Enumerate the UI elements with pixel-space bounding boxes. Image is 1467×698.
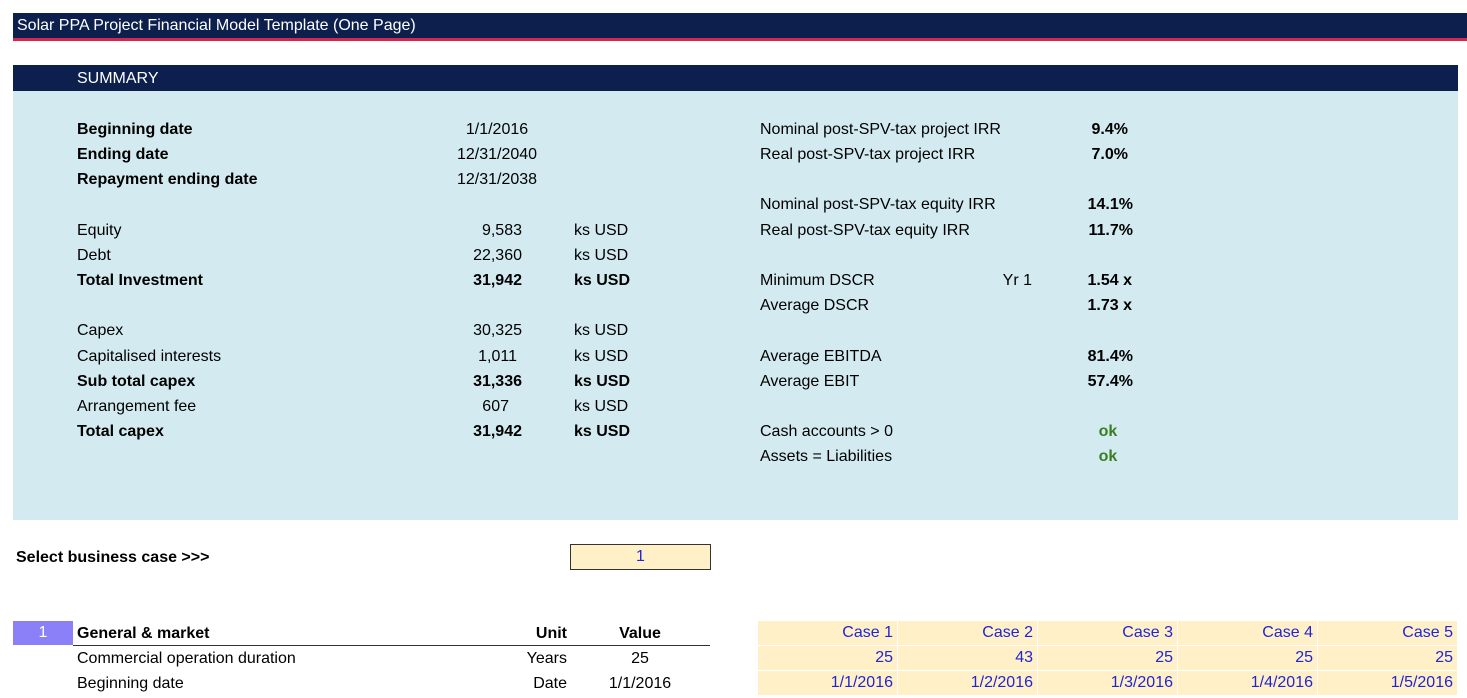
- capitalised-interests-label: Capitalised interests: [77, 348, 222, 365]
- arrangement-fee-unit: ks USD: [574, 398, 629, 415]
- unit-column-header: Unit: [535, 625, 567, 642]
- business-case-input[interactable]: 1: [570, 544, 711, 570]
- case-2-header[interactable]: Case 2: [898, 621, 1037, 645]
- equity-label: Equity: [77, 222, 122, 239]
- ending-date-label: Ending date: [77, 146, 169, 163]
- section-title: General & market: [77, 625, 210, 642]
- total-capex-label: Total capex: [77, 423, 164, 440]
- commercial-operation-duration-value[interactable]: 25: [631, 650, 649, 667]
- debt-value[interactable]: 22,360: [473, 247, 522, 264]
- average-dscr-value[interactable]: 1.73 x: [1087, 297, 1132, 314]
- equity-unit: ks USD: [574, 222, 629, 239]
- case-2-beginning-date[interactable]: 1/2/2016: [898, 671, 1037, 695]
- sub-total-capex-value[interactable]: 31,336: [473, 373, 522, 390]
- debt-unit: ks USD: [574, 247, 629, 264]
- debt-label: Debt: [77, 247, 111, 264]
- nominal-project-irr-value[interactable]: 9.4%: [1091, 121, 1128, 138]
- repayment-ending-date-label: Repayment ending date: [77, 171, 258, 188]
- capitalised-interests-value[interactable]: 1,011: [478, 348, 517, 365]
- total-capex-unit: ks USD: [574, 423, 631, 440]
- beginning-date-input-label: Beginning date: [77, 675, 184, 692]
- repayment-ending-date-value[interactable]: 12/31/2038: [456, 171, 538, 188]
- case-4-beginning-date[interactable]: 1/4/2016: [1178, 671, 1317, 695]
- summary-header-label: SUMMARY: [77, 70, 159, 87]
- model-title-bar: Solar PPA Project Financial Model Templa…: [13, 13, 1467, 41]
- total-investment-label: Total Investment: [77, 272, 203, 289]
- arrangement-fee-label: Arrangement fee: [77, 398, 197, 415]
- real-project-irr-label: Real post-SPV-tax project IRR: [760, 146, 976, 163]
- case-1-header[interactable]: Case 1: [758, 621, 897, 645]
- capex-label: Capex: [77, 322, 124, 339]
- nominal-equity-irr-value[interactable]: 14.1%: [1087, 196, 1133, 213]
- case-1-beginning-date[interactable]: 1/1/2016: [758, 671, 897, 695]
- beginning-date-value[interactable]: 1/1/2016: [465, 121, 529, 138]
- capitalised-interests-unit: ks USD: [574, 348, 629, 365]
- equity-value[interactable]: 9,583: [481, 222, 522, 239]
- total-investment-value[interactable]: 31,942: [473, 272, 522, 289]
- cash-accounts-check-label: Cash accounts > 0: [760, 423, 893, 440]
- case-1-duration[interactable]: 25: [758, 646, 897, 670]
- case-4-duration[interactable]: 25: [1178, 646, 1317, 670]
- ending-date-value[interactable]: 12/31/2040: [456, 146, 538, 163]
- case-5-duration[interactable]: 25: [1318, 646, 1457, 670]
- minimum-dscr-year: Yr 1: [1002, 272, 1032, 289]
- average-ebit-value[interactable]: 57.4%: [1087, 373, 1133, 390]
- total-capex-value[interactable]: 31,942: [473, 423, 522, 440]
- real-project-irr-value[interactable]: 7.0%: [1091, 146, 1128, 163]
- minimum-dscr-label: Minimum DSCR: [760, 272, 875, 289]
- assets-liabilities-check-status: ok: [1098, 448, 1118, 465]
- beginning-date-label: Beginning date: [77, 121, 193, 138]
- summary-panel: [13, 91, 1458, 520]
- case-5-beginning-date[interactable]: 1/5/2016: [1318, 671, 1457, 695]
- beginning-date-input-value[interactable]: 1/1/2016: [608, 675, 672, 692]
- case-2-duration[interactable]: 43: [898, 646, 1037, 670]
- cash-accounts-check-status: ok: [1098, 423, 1118, 440]
- commercial-operation-duration-label: Commercial operation duration: [77, 650, 296, 667]
- section-number-badge: 1: [13, 621, 73, 645]
- case-3-duration[interactable]: 25: [1038, 646, 1177, 670]
- beginning-date-unit: Date: [533, 675, 567, 692]
- average-ebit-label: Average EBIT: [760, 373, 860, 390]
- case-4-header[interactable]: Case 4: [1178, 621, 1317, 645]
- case-3-beginning-date[interactable]: 1/3/2016: [1038, 671, 1177, 695]
- sub-total-capex-label: Sub total capex: [77, 373, 196, 390]
- average-dscr-label: Average DSCR: [760, 297, 870, 314]
- capex-unit: ks USD: [574, 322, 629, 339]
- average-ebitda-label: Average EBITDA: [760, 348, 882, 365]
- summary-header: SUMMARY: [13, 65, 1458, 91]
- nominal-equity-irr-label: Nominal post-SPV-tax equity IRR: [760, 196, 996, 213]
- business-case-selector-label: Select business case >>>: [16, 549, 210, 566]
- real-equity-irr-value[interactable]: 11.7%: [1088, 222, 1133, 239]
- real-equity-irr-label: Real post-SPV-tax equity IRR: [760, 222, 970, 239]
- capex-value[interactable]: 30,325: [473, 322, 522, 339]
- assets-liabilities-check-label: Assets = Liabilities: [760, 448, 893, 465]
- value-column-header: Value: [619, 625, 661, 642]
- model-title: Solar PPA Project Financial Model Templa…: [17, 17, 416, 34]
- section-header-underline: [73, 645, 710, 646]
- case-5-header[interactable]: Case 5: [1318, 621, 1457, 645]
- minimum-dscr-value[interactable]: 1.54 x: [1087, 272, 1132, 289]
- case-3-header[interactable]: Case 3: [1038, 621, 1177, 645]
- arrangement-fee-value[interactable]: 607: [482, 398, 509, 415]
- average-ebitda-value[interactable]: 81.4%: [1087, 348, 1133, 365]
- commercial-operation-duration-unit: Years: [526, 650, 567, 667]
- nominal-project-irr-label: Nominal post-SPV-tax project IRR: [760, 121, 1001, 138]
- sub-total-capex-unit: ks USD: [574, 373, 631, 390]
- total-investment-unit: ks USD: [574, 272, 631, 289]
